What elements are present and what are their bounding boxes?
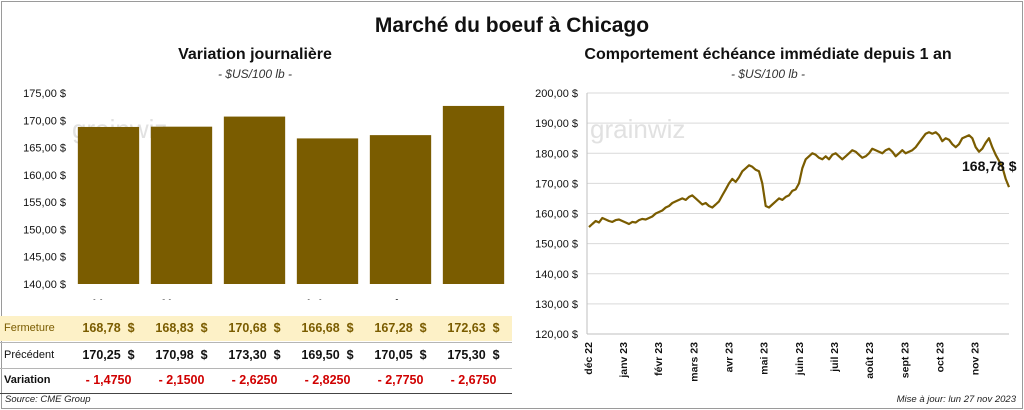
last-value-label: 168,78 $ [962, 158, 1017, 174]
line-x-tick: avr 23 [723, 342, 735, 373]
table-row: Fermeture 168,78 $ 168,83 $ 170,68 $ 166,68 … [0, 316, 512, 341]
table-cell: 170,05 $ [374, 348, 427, 362]
table-cell: 172,63 $ [447, 321, 500, 335]
bar-y-tick: 155,00 $ [23, 197, 66, 209]
table-row-label: Variation [4, 374, 51, 386]
table-cell: 173,30 $ [228, 348, 281, 362]
line-y-tick: 180,00 $ [535, 148, 578, 160]
table-row-label: Fermeture [4, 322, 55, 334]
bar-y-tick: 160,00 $ [23, 170, 66, 182]
bar-x-label: févr 24 [161, 297, 204, 300]
line-x-tick: juil 23 [829, 342, 841, 373]
bar-y-tick: 140,00 $ [23, 279, 66, 291]
line-x-tick: nov 23 [970, 342, 982, 375]
line-y-tick: 200,00 $ [535, 88, 578, 100]
bar-y-tick: 165,00 $ [23, 143, 66, 155]
bar-4 [296, 138, 359, 284]
line-y-tick: 140,00 $ [535, 269, 578, 281]
table-cell: 167,28 $ [374, 321, 427, 335]
table-cell: - 2,7750 [377, 373, 424, 387]
line-x-tick: juin 23 [794, 342, 806, 376]
right-chart-title: Comportement échéance immédiate depuis 1… [584, 46, 952, 63]
left-chart-title: Variation journalière [178, 46, 332, 63]
bar-x-label: août 24 [378, 297, 424, 300]
table-row-label: Précédent [4, 349, 55, 361]
line-x-tick: déc 22 [583, 342, 595, 375]
table-cell: 166,68 $ [301, 321, 354, 335]
table-cell: - 2,6750 [450, 373, 497, 387]
bar-y-tick: 170,00 $ [23, 115, 66, 127]
line-y-tick: 170,00 $ [535, 178, 578, 190]
watermark-logo: grainwiz [590, 114, 685, 144]
bar-2 [150, 126, 213, 285]
line-x-tick: mai 23 [759, 342, 771, 375]
bar-y-tick: 150,00 $ [23, 224, 66, 236]
line-x-tick: oct 23 [934, 342, 946, 373]
bar-3 [223, 116, 286, 284]
bar-x-label: déc 23 [88, 297, 128, 300]
bar-chart: 140,00 $ 145,00 $ 150,00 $ 155,00 $ 160,00 $… [23, 88, 505, 300]
table-cell: - 1,4750 [85, 373, 132, 387]
table-cell: 168,78 $ [82, 321, 135, 335]
table-cell: 175,30 $ [447, 348, 500, 362]
line-x-tick: févr 23 [653, 342, 665, 376]
line-y-tick: 130,00 $ [535, 299, 578, 311]
page-title: Marché du boeuf à Chicago [374, 14, 650, 37]
bar-1 [77, 126, 140, 285]
line-y-tick: 120,00 $ [535, 329, 578, 341]
bar-5 [369, 135, 432, 284]
table-cell: 170,25 $ [82, 348, 135, 362]
update-note: Mise à jour: lun 27 nov 2023 [896, 394, 1016, 405]
table-cell: - 2,8250 [304, 373, 351, 387]
table-cell: - 2,1500 [158, 373, 205, 387]
table-cell: 169,50 $ [301, 348, 354, 362]
table-row: Variation - 1,4750 - 2,1500 - 2,6250 - 2,825… [0, 368, 512, 394]
bar-x-label: juin 24 [306, 297, 349, 300]
right-chart-subtitle: - $US/100 lb - [730, 67, 806, 81]
line-x-tick: mars 23 [688, 342, 700, 382]
source-note: Source: CME Group [5, 394, 91, 405]
table-cell: - 2,6250 [231, 373, 278, 387]
bar-x-label: avr 24 [236, 297, 274, 300]
bar-y-tick: 175,00 $ [23, 88, 66, 100]
bar-y-tick: 145,00 $ [23, 252, 66, 264]
line-chart: 120,00 $ 130,00 $ 140,00 $ 150,00 $ 160,00 $… [535, 88, 1017, 382]
table-cell: 170,68 $ [228, 321, 281, 335]
bar-x-label: oct 24 [455, 297, 493, 300]
price-line [588, 131, 1011, 228]
left-chart-subtitle: - $US/100 lb - [217, 67, 293, 81]
line-y-tick: 160,00 $ [535, 209, 578, 221]
line-x-tick: août 23 [864, 342, 876, 379]
line-x-tick: sept 23 [899, 342, 911, 378]
bar-6 [442, 105, 505, 284]
line-y-tick: 150,00 $ [535, 239, 578, 251]
line-y-tick: 190,00 $ [535, 118, 578, 130]
table-row: Précédent 170,25 $ 170,98 $ 173,30 $ 169,50 … [0, 342, 512, 369]
table-cell: 168,83 $ [155, 321, 208, 335]
line-x-tick: janv 23 [618, 342, 630, 379]
table-cell: 170,98 $ [155, 348, 208, 362]
